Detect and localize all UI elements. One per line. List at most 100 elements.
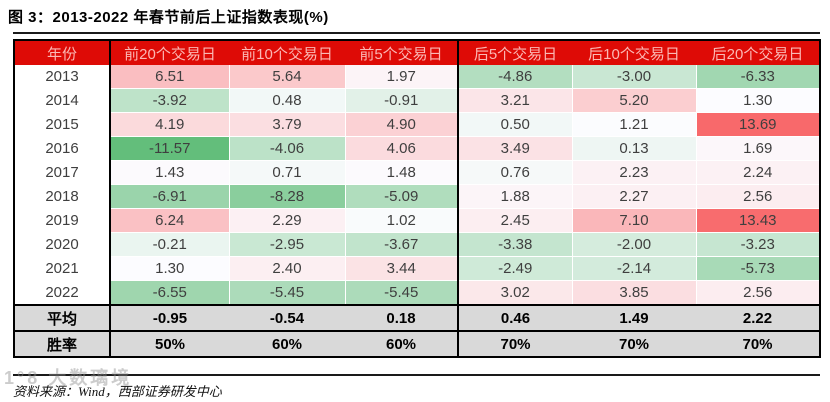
value-cell: 4.19: [109, 112, 230, 137]
bottom-divider: [13, 374, 820, 376]
year-cell: 2022: [14, 280, 110, 305]
value-cell: 0.50: [457, 112, 573, 137]
value-cell: 4.90: [345, 112, 459, 137]
value-cell: 1.30: [696, 88, 821, 113]
summary-value-cell: 70%: [572, 330, 696, 357]
value-cell: 6.24: [109, 208, 230, 233]
top-divider: [13, 32, 820, 34]
value-cell: -11.57: [109, 136, 230, 161]
value-cell: -8.28: [229, 184, 346, 209]
table-row-2021: 2021 1.30 2.40 3.44 -2.49 -2.14 -5.73: [14, 256, 821, 281]
table-row-2015: 2015 4.19 3.79 4.90 0.50 1.21 13.69: [14, 112, 821, 137]
value-cell: 3.49: [457, 136, 573, 161]
summary-value-cell: 70%: [457, 330, 572, 357]
value-cell: 0.13: [572, 136, 697, 161]
summary-label: 平均: [14, 304, 110, 331]
column-header-2: 前10个交易日: [229, 40, 345, 65]
column-header-1: 前20个交易日: [109, 40, 229, 65]
value-cell: -3.00: [572, 65, 697, 89]
value-cell: 2.23: [572, 160, 697, 185]
summary-value-cell: -0.54: [229, 304, 345, 331]
value-cell: 3.44: [345, 256, 459, 281]
value-cell: 2.40: [229, 256, 346, 281]
value-cell: -2.95: [229, 232, 346, 257]
value-cell: 5.20: [572, 88, 697, 113]
value-cell: 2.45: [457, 208, 573, 233]
table-row-2022: 2022 -6.55 -5.45 -5.45 3.02 3.85 2.56: [14, 280, 821, 306]
watermark: 1°8 大数璃境: [4, 368, 133, 388]
column-header-3: 前5个交易日: [345, 40, 458, 65]
year-cell: 2020: [14, 232, 110, 257]
value-cell: -2.00: [572, 232, 697, 257]
value-cell: 2.56: [696, 184, 821, 209]
table-row-2020: 2020 -0.21 -2.95 -3.67 -3.38 -2.00 -3.23: [14, 232, 821, 257]
table-row-2014: 2014 -3.92 0.48 -0.91 3.21 5.20 1.30: [14, 88, 821, 113]
summary-value-cell: 0.18: [345, 304, 458, 331]
value-cell: -6.91: [109, 184, 230, 209]
value-cell: 6.51: [109, 65, 230, 89]
table-row-2013: 2013 6.51 5.64 1.97 -4.86 -3.00 -6.33: [14, 65, 821, 89]
performance-table: 年份 前20个交易日 前10个交易日 前5个交易日 后5个交易日 后10个交易日 后20个交…: [13, 39, 821, 358]
value-cell: 1.02: [345, 208, 459, 233]
value-cell: -3.38: [457, 232, 573, 257]
summary-value-cell: 50%: [109, 330, 229, 357]
value-cell: 2.24: [696, 160, 821, 185]
table-row-2019: 2019 6.24 2.29 1.02 2.45 7.10 13.43: [14, 208, 821, 233]
value-cell: -3.92: [109, 88, 230, 113]
value-cell: -5.45: [229, 280, 346, 306]
year-cell: 2019: [14, 208, 110, 233]
value-cell: 3.79: [229, 112, 346, 137]
year-cell: 2015: [14, 112, 110, 137]
summary-value-cell: -0.95: [109, 304, 229, 331]
column-header-6: 后20个交易日: [696, 40, 820, 65]
source-note: 资料来源：Wind，西部证券研发中心: [13, 384, 222, 399]
value-cell: 0.71: [229, 160, 346, 185]
header-row: 年份 前20个交易日 前10个交易日 前5个交易日 后5个交易日 后10个交易日 后20个交…: [14, 40, 820, 65]
table-row-2018: 2018 -6.91 -8.28 -5.09 1.88 2.27 2.56: [14, 184, 821, 209]
table-row-2016: 2016 -11.57 -4.06 4.06 3.49 0.13 1.69: [14, 136, 821, 161]
value-cell: -0.91: [345, 88, 459, 113]
year-cell: 2017: [14, 160, 110, 185]
value-cell: 2.29: [229, 208, 346, 233]
summary-row-average: 平均 -0.95 -0.54 0.18 0.46 1.49 2.22: [14, 304, 820, 331]
value-cell: 1.21: [572, 112, 697, 137]
value-cell: 3.85: [572, 280, 697, 306]
year-cell: 2013: [14, 65, 110, 89]
value-cell: 0.76: [457, 160, 573, 185]
value-cell: 1.97: [345, 65, 459, 89]
value-cell: 3.21: [457, 88, 573, 113]
value-cell: -5.73: [696, 256, 821, 281]
summary-value-cell: 60%: [229, 330, 345, 357]
summary-row-winrate: 胜率 50% 60% 60% 70% 70% 70%: [14, 330, 820, 357]
value-cell: 5.64: [229, 65, 346, 89]
year-cell: 2014: [14, 88, 110, 113]
table-row-2017: 2017 1.43 0.71 1.48 0.76 2.23 2.24: [14, 160, 821, 185]
summary-value-cell: 1.49: [572, 304, 696, 331]
year-cell: 2018: [14, 184, 110, 209]
value-cell: -4.86: [457, 65, 573, 89]
summary-value-cell: 2.22: [696, 304, 820, 331]
value-cell: -6.33: [696, 65, 821, 89]
year-cell: 2021: [14, 256, 110, 281]
value-cell: -3.67: [345, 232, 459, 257]
value-cell: -2.49: [457, 256, 573, 281]
value-cell: 1.69: [696, 136, 821, 161]
value-cell: -5.45: [345, 280, 459, 306]
value-cell: 1.30: [109, 256, 230, 281]
value-cell: 2.27: [572, 184, 697, 209]
column-header-year: 年份: [14, 40, 110, 65]
value-cell: -6.55: [109, 280, 230, 306]
value-cell: -2.14: [572, 256, 697, 281]
value-cell: 1.43: [109, 160, 230, 185]
value-cell: 3.02: [457, 280, 573, 306]
value-cell: -0.21: [109, 232, 230, 257]
value-cell: 13.43: [696, 208, 821, 233]
summary-value-cell: 60%: [345, 330, 458, 357]
value-cell: 2.56: [696, 280, 821, 306]
value-cell: 7.10: [572, 208, 697, 233]
value-cell: 1.88: [457, 184, 573, 209]
column-header-5: 后10个交易日: [572, 40, 696, 65]
year-cell: 2016: [14, 136, 110, 161]
value-cell: 0.48: [229, 88, 346, 113]
summary-label: 胜率: [14, 330, 110, 357]
